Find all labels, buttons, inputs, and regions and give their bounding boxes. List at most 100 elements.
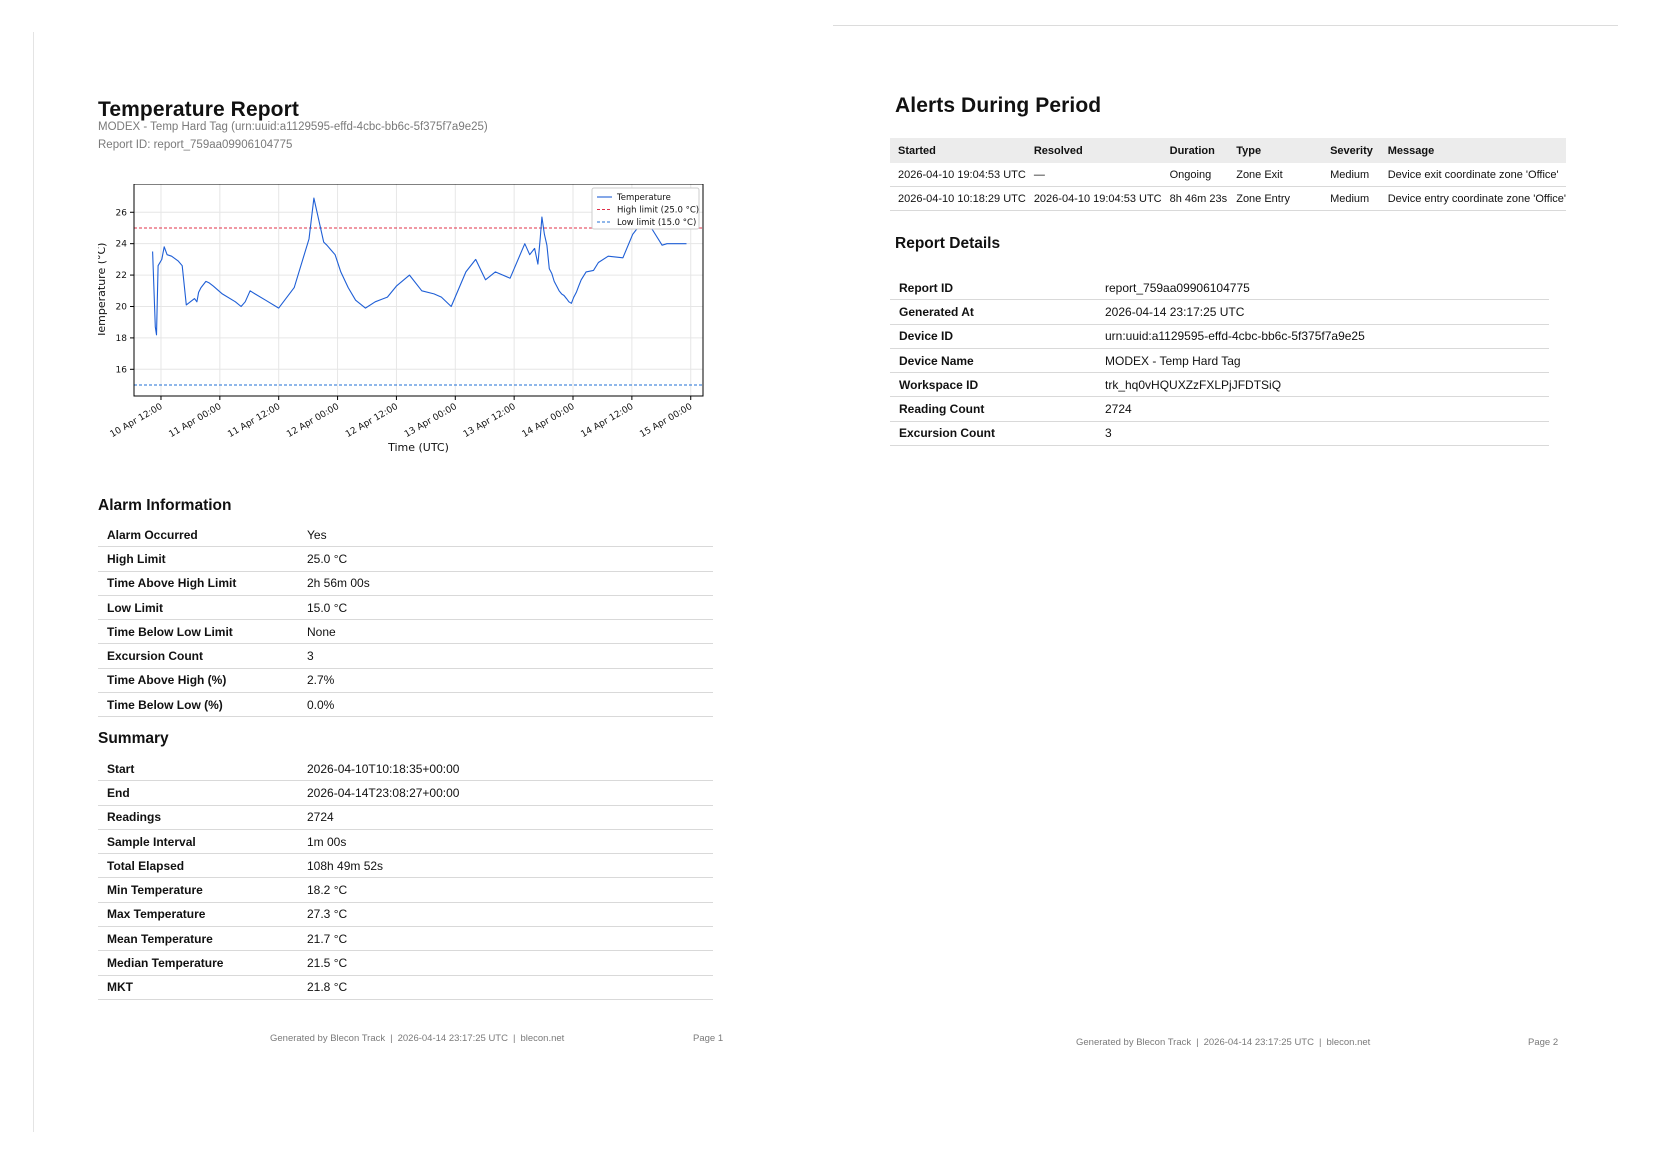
row-label: Excursion Count (890, 421, 1096, 447)
summary-heading: Summary (98, 730, 169, 747)
row-label: MKT (98, 975, 298, 1000)
table-row: Alarm Occurred Yes (98, 523, 713, 548)
page-edge (833, 25, 1618, 26)
row-value: 2.7% (298, 668, 713, 694)
y-axis-label: Temperature (°C) (98, 243, 108, 339)
x-axis-label: Time (UTC) (387, 441, 449, 454)
chart-canvas: 16 18 20 22 24 26 10 Apr 12:00 11 Apr 00:00 11 A… (95, 183, 704, 454)
alert-cell: — (1025, 163, 1162, 187)
report-id-subtitle: Report ID: report_759aa09906104775 (98, 139, 293, 151)
alert-cell: Zone Entry (1228, 186, 1323, 211)
page-footer: Generated by Blecon Track | 2026-04-14 23:… (270, 1033, 565, 1044)
alarm-table: Alarm Occurred Yes High Limit 25.0 °C Time A… (98, 523, 713, 718)
table-row: Time Below Low (%) 0.0% (98, 692, 713, 718)
table-row: High Limit 25.0 °C (98, 546, 713, 572)
legend-box (591, 187, 700, 230)
row-label: Device ID (890, 324, 1096, 349)
row-label: Start (98, 757, 298, 782)
table-row: Max Temperature 27.3 °C (98, 902, 713, 928)
x-tick-label: 10 Apr 12:00 (109, 402, 165, 440)
page-number: Page 2 (1528, 1037, 1559, 1048)
row-value: 2h 56m 00s (298, 571, 713, 596)
footer-timestamp: 2026-04-14 23:17:25 UTC (397, 1033, 508, 1044)
row-value: None (298, 619, 713, 645)
row-value: 3 (298, 643, 713, 669)
y-tick-label: 26 (116, 208, 128, 218)
x-tick-label: 11 Apr 12:00 (226, 402, 282, 440)
report-details-table: Report ID report_759aa09906104775 Generate… (890, 276, 1549, 447)
row-label: Time Below Low (%) (98, 692, 298, 718)
row-value: 2724 (1096, 396, 1549, 422)
alert-row: 2026-04-10 10:18:29 UTC 2026-04-10 19:04:… (890, 186, 1566, 211)
alerts-title: Alerts During Period (895, 94, 1102, 117)
y-tick-label: 20 (116, 302, 128, 312)
legend-label: Low limit (15.0 °C) (617, 218, 696, 228)
alert-cell: Device exit coordinate zone 'Office' (1379, 163, 1566, 187)
report-page-1: Temperature Report MODEX - Temp Hard Tag… (95, 0, 753, 1160)
table-row: Total Elapsed 108h 49m 52s (98, 853, 713, 879)
table-row: End 2026-04-14T23:08:27+00:00 (98, 780, 713, 806)
table-row: Sample Interval 1m 00s (98, 829, 713, 855)
page-footer: Generated by Blecon Track | 2026-04-14 23:… (1076, 1037, 1371, 1048)
row-label: End (98, 780, 298, 806)
footer-generated-by: Generated by Blecon Track (1076, 1037, 1192, 1048)
alert-cell: Ongoing (1161, 163, 1229, 187)
row-value: Yes (298, 523, 713, 548)
footer-timestamp: 2026-04-14 23:17:25 UTC (1203, 1037, 1314, 1048)
row-label: Max Temperature (98, 902, 298, 928)
column-header: Resolved (1025, 138, 1162, 163)
row-label: Time Above High (%) (98, 668, 298, 694)
device-subtitle: MODEX - Temp Hard Tag (urn:uuid:a1129595… (98, 121, 488, 133)
y-tick-label: 16 (116, 365, 128, 375)
row-label: Min Temperature (98, 877, 298, 903)
row-value: 21.5 °C (298, 950, 713, 976)
x-tick-label: 13 Apr 00:00 (403, 402, 459, 440)
x-tick-label: 14 Apr 12:00 (580, 402, 636, 440)
alert-cell: Zone Exit (1228, 163, 1323, 187)
row-label: Sample Interval (98, 829, 298, 855)
footer-site: blecon.net (1326, 1037, 1371, 1048)
legend-label: Temperature (616, 193, 671, 203)
row-value: trk_hq0vHQUXZzFXLPjJFDTSiQ (1096, 372, 1549, 398)
temperature-series-line (152, 197, 687, 336)
row-value: 18.2 °C (298, 877, 713, 903)
row-value: urn:uuid:a1129595-effd-4cbc-bb6c-5f375f7… (1096, 324, 1549, 349)
row-label: Low Limit (98, 595, 298, 621)
row-label: Device Name (890, 348, 1096, 374)
footer-site: blecon.net (520, 1033, 565, 1044)
table-row: Excursion Count 3 (98, 643, 713, 669)
table-row: Excursion Count 3 (890, 421, 1549, 447)
alert-cell: Medium (1322, 163, 1380, 187)
y-tick-label: 24 (116, 240, 128, 250)
table-row: Median Temperature 21.5 °C (98, 950, 713, 976)
alert-cell: 2026-04-10 19:04:53 UTC (890, 163, 1026, 187)
y-tick-label: 22 (116, 271, 127, 281)
table-row: MKT 21.8 °C (98, 975, 713, 1000)
alert-row: 2026-04-10 19:04:53 UTC — Ongoing Zone Exit… (890, 163, 1566, 187)
page-edge (33, 32, 34, 1132)
y-tick-label: 18 (116, 334, 128, 344)
alert-cell: 2026-04-10 10:18:29 UTC (890, 186, 1026, 211)
temperature-chart: 16 18 20 22 24 26 10 Apr 12:00 11 Apr 00:00 11 A… (95, 183, 713, 471)
row-value: 15.0 °C (298, 595, 713, 621)
alarm-heading: Alarm Information (98, 497, 232, 514)
row-value: 2026-04-14 23:17:25 UTC (1096, 299, 1549, 325)
table-row: Reading Count 2724 (890, 396, 1549, 422)
x-tick-label: 11 Apr 00:00 (168, 402, 224, 440)
alert-cell: Device entry coordinate zone 'Office' (1379, 186, 1566, 211)
alert-cell: Medium (1322, 186, 1380, 211)
table-row: Time Above High Limit 2h 56m 00s (98, 571, 713, 596)
table-row: Workspace ID trk_hq0vHQUXZzFXLPjJFDTSiQ (890, 372, 1549, 398)
row-value: 27.3 °C (298, 902, 713, 928)
row-label: Mean Temperature (98, 926, 298, 952)
row-value: MODEX - Temp Hard Tag (1096, 348, 1549, 374)
legend-label: High limit (25.0 °C) (617, 206, 699, 216)
table-row: Generated At 2026-04-14 23:17:25 UTC (890, 299, 1549, 325)
row-label: Median Temperature (98, 950, 298, 976)
column-header: Message (1379, 138, 1566, 163)
row-label: Reading Count (890, 396, 1096, 422)
table-row: Mean Temperature 21.7 °C (98, 926, 713, 952)
plot-frame (133, 183, 704, 397)
row-value: 2026-04-14T23:08:27+00:00 (298, 780, 713, 806)
report-details-heading: Report Details (895, 235, 1001, 252)
